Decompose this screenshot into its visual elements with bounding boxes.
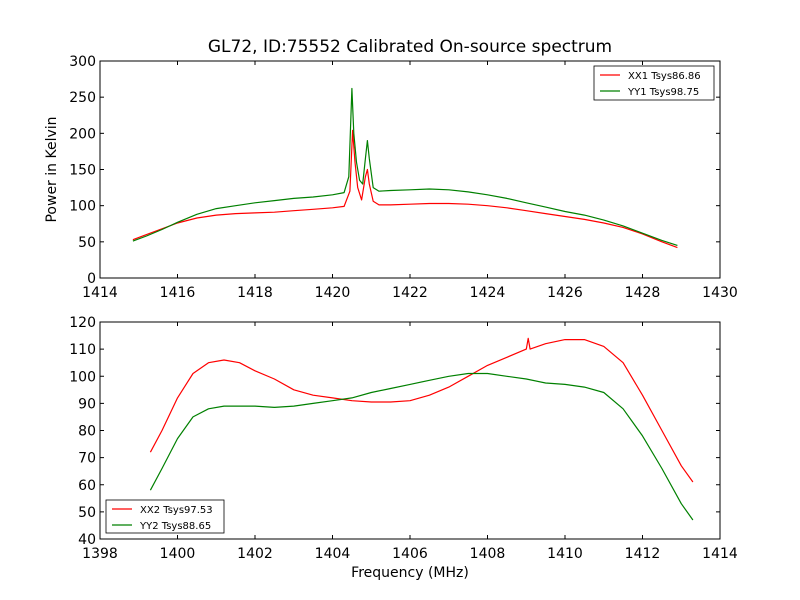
legend-box (593, 65, 715, 101)
top-plot: 1414 1416 1418 1420 1422 1424 1426 1428 1430 0 50 1… (44, 54, 738, 301)
x-tick-label: 1410 (547, 546, 583, 562)
y-tick-label: 80 (78, 424, 96, 440)
bottom-legend: XX2 Tsys97.53 YY2 Tsys88.65 (105, 499, 225, 534)
y-tick-label: 0 (87, 271, 96, 287)
y-tick-label: 250 (69, 90, 96, 106)
x-tick-label: 1422 (392, 285, 428, 301)
y-tick-label: 150 (69, 163, 96, 179)
x-tick-label: 1406 (392, 546, 428, 562)
x-tick-label: 1426 (547, 285, 583, 301)
y-tick-label: 40 (78, 532, 96, 548)
x-tick-label: 1420 (315, 285, 351, 301)
legend-entry: YY2 Tsys88.65 (139, 521, 211, 532)
top-y-axis-label: Power in Kelvin (44, 116, 60, 222)
chart-title: GL72, ID:75552 Calibrated On-source spec… (208, 37, 612, 57)
x-tick-label: 1414 (82, 285, 118, 301)
series-line-1-0 (149, 337, 694, 483)
legend-entry: XX2 Tsys97.53 (140, 505, 213, 516)
bottom-plot: 1398 1400 1402 1404 1406 1408 1410 1412 1414 40 50… (69, 315, 738, 581)
y-tick-label: 50 (78, 235, 96, 251)
y-tick-label: 60 (78, 478, 96, 494)
bottom-plot-series (149, 337, 694, 521)
x-tick-label: 1412 (625, 546, 661, 562)
top-legend: XX1 Tsys86.86 YY1 Tsys98.75 (593, 65, 715, 101)
y-tick-label: 110 (69, 342, 96, 358)
top-plot-ticks: 1414 1416 1418 1420 1422 1424 1426 1428 1430 0 50 1… (69, 54, 738, 301)
series-line-0-0 (132, 129, 678, 249)
y-tick-label: 90 (78, 396, 96, 412)
series-line-0-1 (132, 87, 678, 246)
y-tick-label: 120 (69, 315, 96, 331)
x-tick-label: 1398 (82, 546, 118, 562)
y-tick-label: 100 (69, 369, 96, 385)
y-tick-label: 300 (69, 54, 96, 70)
x-tick-label: 1416 (160, 285, 196, 301)
x-tick-label: 1418 (237, 285, 273, 301)
x-tick-label: 1430 (702, 285, 738, 301)
x-tick-label: 1400 (160, 546, 196, 562)
x-tick-label: 1408 (470, 546, 506, 562)
x-tick-label: 1424 (470, 285, 506, 301)
x-tick-label: 1402 (237, 546, 273, 562)
legend-entry: XX1 Tsys86.86 (628, 71, 701, 82)
y-tick-label: 70 (78, 451, 96, 467)
y-tick-label: 100 (69, 199, 96, 215)
x-tick-label: 1404 (315, 546, 351, 562)
bottom-x-axis-label: Frequency (MHz) (351, 565, 469, 581)
x-tick-label: 1414 (702, 546, 738, 562)
y-tick-label: 50 (78, 505, 96, 521)
series-line-1-1 (149, 372, 694, 521)
bottom-plot-ticks: 1398 1400 1402 1404 1406 1408 1410 1412 1414 40 50… (69, 315, 738, 562)
x-tick-label: 1428 (625, 285, 661, 301)
top-plot-series (132, 87, 678, 249)
legend-box (105, 499, 225, 534)
legend-entry: YY1 Tsys98.75 (627, 87, 699, 98)
y-tick-label: 200 (69, 126, 96, 142)
